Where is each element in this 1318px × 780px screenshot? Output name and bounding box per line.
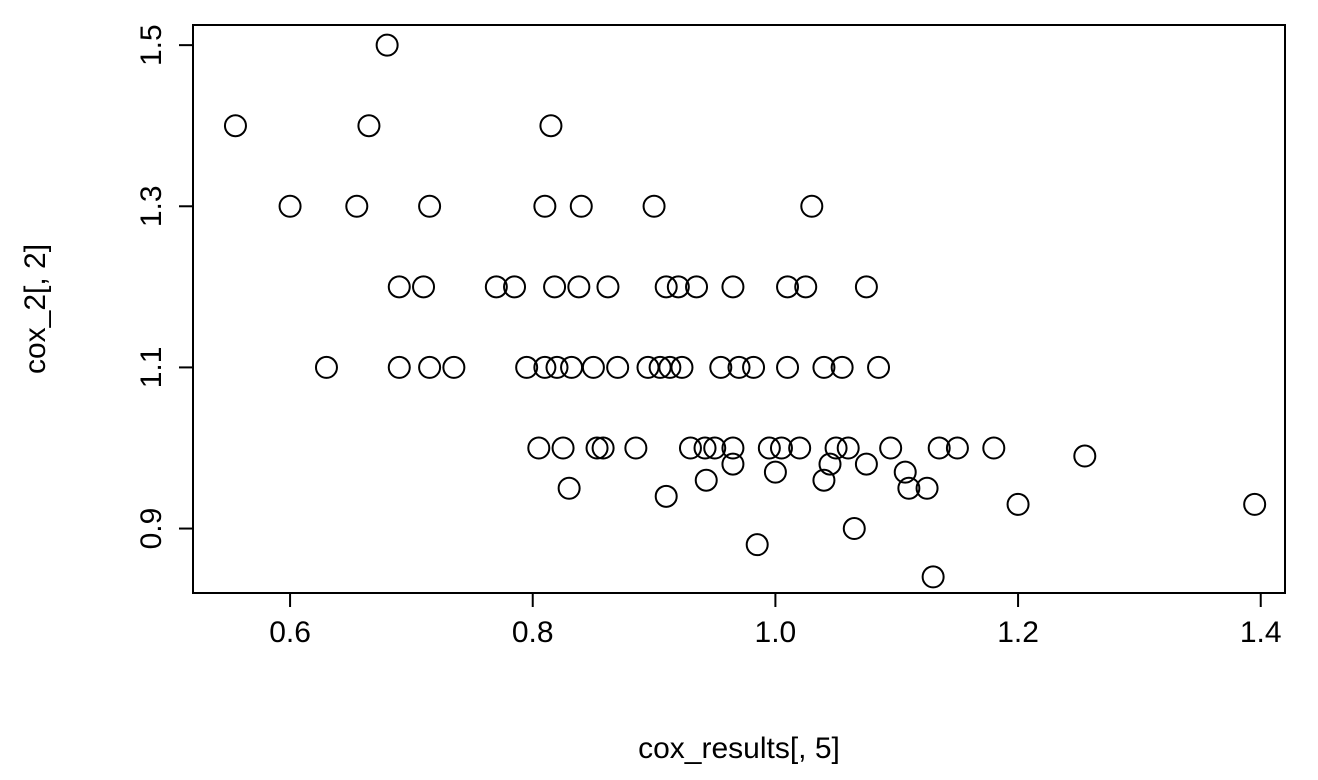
y-tick-label: 1.3: [135, 185, 168, 227]
y-axis-label: cox_2[, 2]: [19, 244, 52, 374]
x-tick-label: 1.0: [755, 616, 797, 649]
x-tick-label: 0.6: [269, 616, 311, 649]
y-tick-label: 0.9: [135, 508, 168, 550]
x-tick-label: 1.2: [997, 616, 1039, 649]
chart-background: [0, 0, 1318, 780]
scatter-chart: 0.6 0.8 1.0 1.2 1.4 0.9 1.1 1.3 1.5 cox_results[,…: [0, 0, 1318, 780]
y-tick-label: 1.5: [135, 24, 168, 66]
y-tick-label: 1.1: [135, 347, 168, 389]
x-tick-label: 1.4: [1240, 616, 1282, 649]
x-axis-label: cox_results[, 5]: [638, 732, 840, 765]
x-tick-label: 0.8: [512, 616, 554, 649]
